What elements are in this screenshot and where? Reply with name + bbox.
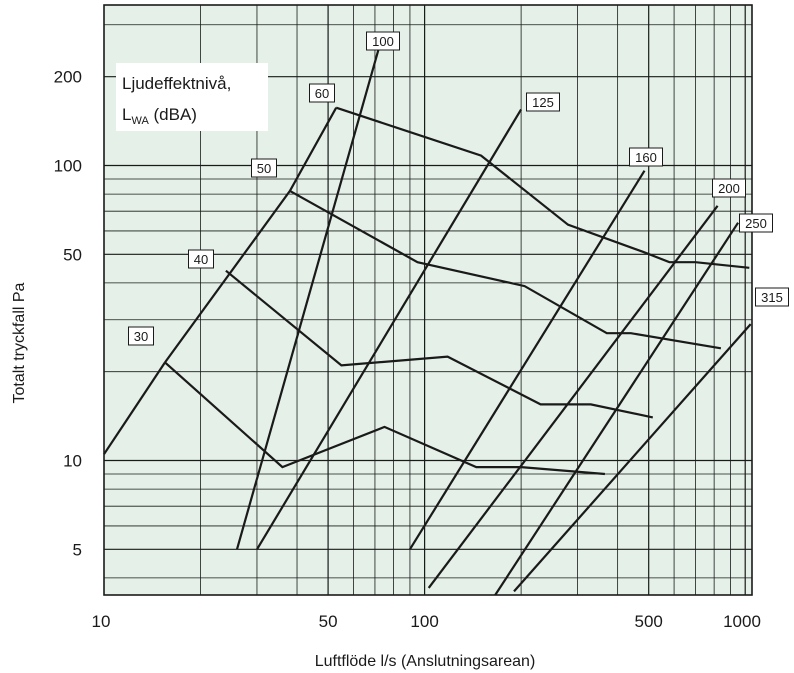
size-line-200 (427, 205, 719, 589)
sound-line-50 (289, 189, 722, 350)
size-tag-100: 100 (366, 31, 400, 51)
sound-line-30-lead (103, 361, 166, 455)
size-tag-160: 160 (629, 147, 663, 167)
legend-title-line2: LWA (dBA) (122, 105, 197, 127)
y-tick-label: 50 (63, 245, 82, 264)
y-tick-label: 100 (54, 157, 82, 176)
size-tags: 30 40 50 60 100 125 160 200 250 315 (128, 31, 789, 346)
sound-tag-60-label: 60 (315, 86, 329, 101)
size-tag-315: 315 (755, 287, 789, 307)
x-tick-label: 500 (635, 612, 663, 631)
sound-tag-30-box (128, 326, 154, 346)
size-tag-200-box (712, 178, 746, 198)
x-tick-label: 10 (92, 612, 111, 631)
size-tag-125-label: 125 (532, 95, 554, 110)
size-tag-100-box (366, 31, 400, 51)
y-tick-label: 5 (73, 540, 82, 559)
legend-title-line1: Ljudeffektnivå, (122, 74, 231, 93)
grid (103, 4, 753, 596)
size-tag-200-label: 200 (718, 181, 740, 196)
sound-tag-60: 60 (309, 83, 335, 103)
size-tag-160-box (629, 147, 663, 167)
size-tag-315-label: 315 (761, 290, 783, 305)
sound-line-40 (225, 269, 654, 419)
size-tag-125: 125 (526, 92, 560, 112)
size-tag-200: 200 (712, 178, 746, 198)
legend-box: Ljudeffektnivå, LWA (dBA) (116, 63, 268, 131)
sound-tag-50-label: 50 (257, 161, 271, 176)
sound-tag-40: 40 (188, 249, 214, 269)
sound-tag-40-label: 40 (194, 252, 208, 267)
sound-line-30 (164, 361, 605, 476)
sound-tag-40-box (188, 249, 214, 269)
curves (103, 47, 752, 596)
sound-tag-50-box (251, 158, 277, 178)
sound-tag-50: 50 (251, 158, 277, 178)
x-axis-label: Luftflöde l/s (Anslutningsarean) (315, 653, 536, 670)
sound-tag-30: 30 (128, 326, 154, 346)
y-tick-label: 200 (54, 68, 82, 87)
size-tag-160-label: 160 (635, 150, 657, 165)
y-tick-label: 10 (63, 452, 82, 471)
size-tag-100-label: 100 (372, 34, 394, 49)
size-tag-250-box (739, 213, 773, 233)
size-tag-315-box (755, 287, 789, 307)
size-line-100 (235, 47, 380, 550)
tick-labels: 10 50 100 500 1000 5 10 50 100 200 (54, 68, 761, 631)
size-line-315 (513, 323, 752, 593)
sound-tag-60-box (309, 83, 335, 103)
sound-line-60 (335, 106, 750, 269)
size-tag-125-box (526, 92, 560, 112)
x-tick-label: 50 (319, 612, 338, 631)
y-axis-label: Totalt tryckfall Pa (11, 282, 28, 403)
plot-frame (103, 4, 753, 596)
x-tick-label: 100 (410, 612, 438, 631)
size-line-160 (408, 170, 646, 550)
x-tick-label: 1000 (723, 612, 761, 631)
size-tag-250-label: 250 (745, 216, 767, 231)
sound-tag-30-label: 30 (134, 329, 148, 344)
size-tag-250: 250 (739, 213, 773, 233)
size-line-125 (256, 108, 523, 550)
